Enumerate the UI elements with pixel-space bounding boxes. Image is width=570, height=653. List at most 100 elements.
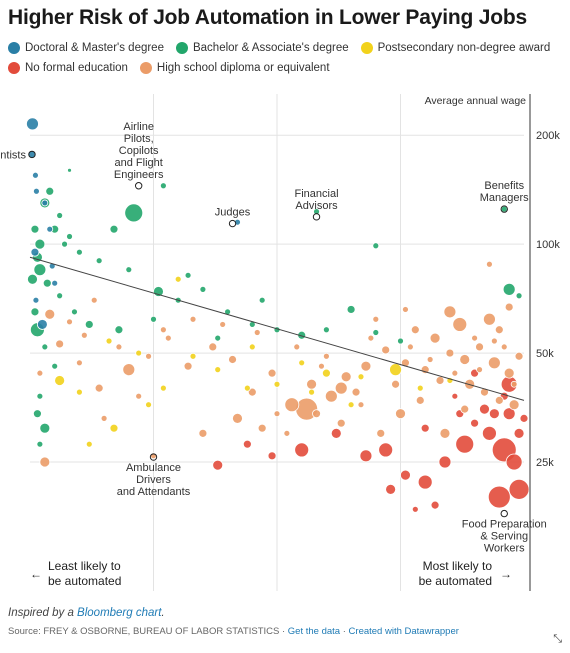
- scatter-point: [253, 329, 261, 336]
- scatter-point: [372, 242, 380, 250]
- scatter-point: [27, 150, 37, 159]
- scatter-point: [460, 404, 470, 414]
- scatter-point: [109, 423, 119, 433]
- x-label-right: Most likely to: [423, 559, 493, 573]
- scatter-point: [242, 439, 252, 449]
- y-tick-label: 200k: [536, 130, 560, 142]
- scatter-point: [480, 387, 489, 397]
- scatter-point: [267, 368, 277, 378]
- scatter-point: [513, 427, 525, 439]
- scatter-point: [502, 407, 516, 421]
- scatter-point: [452, 317, 468, 332]
- annotation-line: Ambulance: [126, 462, 181, 474]
- legend-swatch-doctoral: [8, 42, 20, 54]
- scatter-point: [445, 348, 455, 358]
- annotation-line: Airline: [123, 121, 154, 133]
- scatter-point: [438, 455, 452, 469]
- annotation-line: & Serving: [480, 531, 528, 543]
- legend-swatch-bachelor: [175, 42, 188, 54]
- legend-swatch-no-formal: [8, 62, 20, 74]
- scatter-point: [45, 186, 55, 196]
- scatter-point: [385, 483, 397, 495]
- source-line: Source: FREY & OSBORNE, BUREAU OF LABOR …: [8, 626, 459, 637]
- scatter-point: [273, 410, 281, 418]
- scatter-point: [33, 263, 47, 277]
- scatter-point: [322, 352, 330, 360]
- scatter-point: [400, 469, 411, 481]
- scatter-point: [46, 225, 54, 233]
- legend-swatch-high-school: [139, 62, 152, 74]
- annotation-label: Ambulance Drivers and Attendants: [117, 462, 191, 498]
- legend-item-no-formal: No formal education: [8, 62, 128, 74]
- annotation-line: Workers: [484, 543, 525, 555]
- annotation-line: Dentists: [0, 149, 26, 161]
- scatter-point: [426, 356, 434, 363]
- scatter-point: [189, 352, 197, 360]
- scatter-point: [378, 442, 394, 458]
- annotation-label: Dentists: [0, 149, 26, 161]
- scatter-point: [135, 392, 143, 400]
- scatter-point: [214, 334, 222, 342]
- scatter-point: [214, 366, 222, 374]
- source-sep-2: ·: [342, 626, 346, 637]
- scatter-point: [84, 320, 94, 329]
- legend-item-bachelor: Bachelor & Associate's degree: [175, 42, 349, 54]
- scatter-point: [487, 356, 501, 370]
- scatter-point: [470, 418, 480, 428]
- scatter-point: [105, 337, 113, 345]
- inspired-prefix: Inspired by a: [8, 607, 78, 619]
- legend-label-no-formal: No formal education: [25, 62, 128, 74]
- scatter-point: [476, 366, 483, 374]
- scatter-point: [308, 388, 315, 396]
- annotation-marker: [228, 219, 237, 228]
- scatter-point: [80, 331, 88, 339]
- scatter-point: [451, 392, 459, 400]
- scatter-point: [381, 345, 391, 355]
- x-label-left: Least likely to: [48, 559, 121, 573]
- scatter-point: [36, 369, 44, 377]
- scatter-point: [183, 361, 193, 371]
- scatter-point: [150, 315, 157, 323]
- scatter-point: [389, 363, 402, 377]
- legend-row-1: Doctoral & Master's degree Bachelor & As…: [8, 38, 568, 58]
- scatter-point: [490, 337, 498, 345]
- scatter-point: [109, 224, 119, 234]
- scatter-point: [85, 440, 93, 448]
- annotation-marker: [28, 150, 36, 159]
- y-axis-title: Average annual wage: [425, 95, 527, 107]
- annotation-marker: [500, 509, 508, 518]
- legend-label-bachelor: Bachelor & Associate's degree: [192, 42, 349, 54]
- datawrapper-link[interactable]: Created with Datawrapper: [348, 626, 459, 637]
- scatter-point: [508, 478, 530, 500]
- inspired-suffix: .: [161, 607, 165, 619]
- scatter-point: [145, 401, 152, 409]
- scatter-point: [212, 459, 224, 471]
- annotation-line: and Attendants: [117, 486, 191, 498]
- legend-item-doctoral: Doctoral & Master's degree: [8, 42, 164, 54]
- scatter-point: [417, 474, 433, 490]
- scatter-point: [199, 285, 207, 293]
- inspired-note: Inspired by a Bloomberg chart.: [8, 607, 165, 619]
- scatter-point: [503, 367, 515, 379]
- scatter-point: [486, 260, 493, 268]
- scatter-point: [318, 362, 325, 370]
- scatter-point: [247, 387, 257, 397]
- annotation-label: Financial Advisors: [295, 188, 339, 212]
- arrow-right-icon: →: [500, 567, 512, 581]
- scatter-point: [36, 392, 44, 400]
- expand-icon[interactable]: ⤡: [553, 633, 562, 645]
- annotation-marker: [312, 213, 321, 221]
- legend-item-postsecondary: Postsecondary non-degree award: [360, 42, 550, 54]
- scatter-point: [416, 384, 424, 392]
- scatter-point: [330, 427, 342, 439]
- x-label-right-2: be automated: [419, 574, 492, 588]
- scatter-point: [500, 343, 508, 351]
- scatter-point: [510, 380, 518, 388]
- scatter-point: [435, 376, 445, 385]
- scatter-point: [482, 425, 497, 441]
- bloomberg-link[interactable]: Bloomberg chart: [77, 607, 162, 619]
- scatter-point: [159, 326, 167, 334]
- trend-line: [29, 256, 525, 401]
- scatter-point: [257, 423, 267, 433]
- get-data-link[interactable]: Get the data: [287, 626, 341, 637]
